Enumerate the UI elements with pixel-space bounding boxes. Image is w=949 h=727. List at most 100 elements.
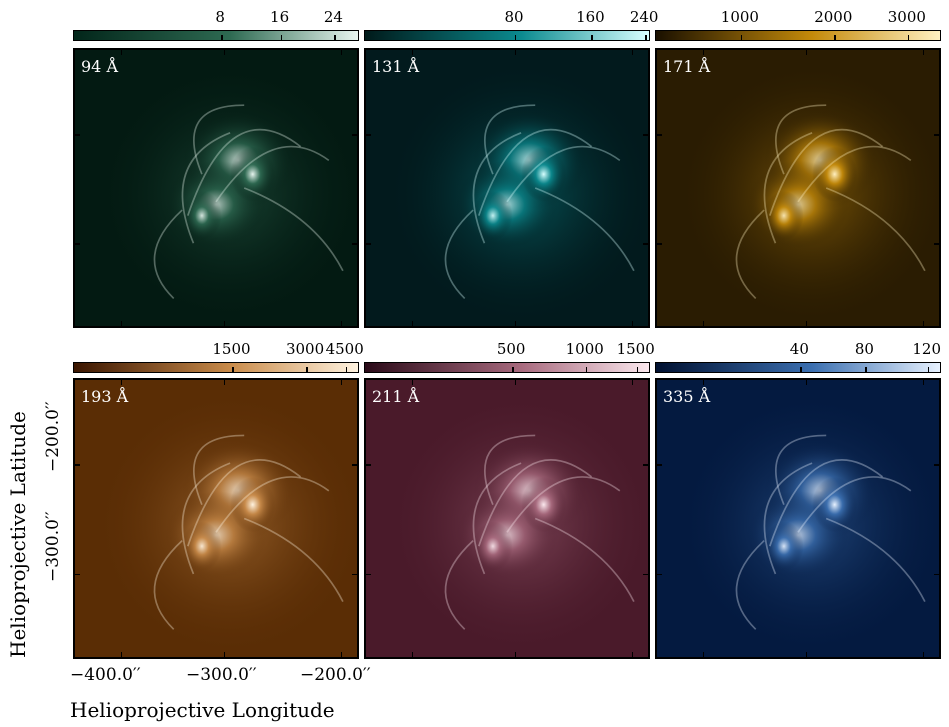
y-tick-label-1: −200.0′′: [43, 401, 63, 472]
axis-tick: [805, 380, 808, 385]
colorbar-tick: [221, 35, 223, 40]
axis-tick: [514, 321, 517, 326]
axis-tick: [702, 380, 705, 385]
axis-tick: [340, 380, 343, 385]
colorbar-tick: [800, 367, 802, 372]
colorbar-tick: [345, 367, 348, 372]
axis-tick: [352, 573, 357, 576]
colorbar-tick-label: 3000: [887, 8, 926, 26]
wavelength-label: 171 Å: [663, 57, 711, 76]
colorbar-tick: [306, 367, 308, 372]
solar-emission-image: [94, 391, 357, 657]
wavelength-label: 335 Å: [663, 387, 711, 406]
y-tick-label-2: −300.0′′: [43, 511, 63, 582]
colorbar-6: [655, 362, 941, 373]
axis-tick: [120, 50, 123, 55]
axis-tick: [702, 321, 705, 326]
colorbar-3: [655, 30, 941, 41]
axis-tick: [805, 50, 808, 55]
colorbar-tick-label: 4500: [325, 340, 364, 358]
colorbar-tick: [865, 367, 867, 372]
colorbar-tick: [645, 35, 647, 40]
wavelength-label: 131 Å: [372, 57, 420, 76]
colorbar-tick-label: 2000: [814, 8, 853, 26]
colorbar-tick-label: 40: [789, 340, 809, 358]
solar-emission-image: [94, 61, 357, 326]
colorbar-tick-label: 80: [504, 8, 524, 26]
axis-tick: [934, 134, 939, 136]
axis-tick: [657, 134, 662, 136]
colorbar-tick-label: 24: [323, 8, 343, 26]
solar-image-panel-3: 171 Å: [655, 48, 941, 328]
axis-tick: [340, 652, 343, 657]
axis-tick: [411, 652, 414, 657]
colorbar-tick-label: 500: [496, 340, 526, 358]
colorbar-tick-label: 240: [629, 8, 659, 26]
colorbar-tick: [334, 35, 336, 40]
axis-tick: [340, 50, 343, 55]
axis-tick: [514, 652, 517, 657]
axis-tick: [352, 464, 357, 466]
axis-tick: [922, 652, 925, 657]
wavelength-label: 94 Å: [81, 57, 118, 76]
axis-tick: [922, 380, 925, 385]
axis-tick: [514, 380, 517, 385]
colorbar-5: [364, 362, 650, 373]
axis-tick: [352, 134, 357, 136]
axis-tick: [643, 573, 648, 576]
axis-tick: [922, 321, 925, 326]
axis-tick: [631, 321, 634, 326]
colorbar-tick: [512, 367, 514, 372]
colorbar-tick-label: 8: [215, 8, 225, 26]
colorbar-1: [73, 30, 359, 41]
solar-image-panel-2: 131 Å: [364, 48, 650, 328]
colorbar-tick-label: 3000: [285, 340, 325, 358]
colorbar-tick: [514, 35, 517, 40]
axis-tick: [223, 652, 226, 657]
axis-tick: [411, 380, 414, 385]
axis-tick: [934, 464, 939, 466]
axis-tick: [75, 464, 80, 466]
solar-emission-image: [385, 391, 648, 657]
axis-tick: [120, 652, 123, 657]
axis-tick: [702, 50, 705, 55]
axis-tick: [514, 50, 517, 55]
solar-image-panel-1: 94 Å: [73, 48, 359, 328]
axis-tick: [223, 50, 226, 55]
axis-tick: [223, 380, 226, 385]
axis-tick: [366, 134, 371, 136]
axis-tick: [411, 321, 414, 326]
colorbar-tick-label: 1000: [565, 340, 604, 358]
axis-tick: [643, 243, 648, 245]
colorbar-tick: [740, 35, 743, 40]
colorbar-tick: [232, 367, 234, 372]
axis-tick: [366, 464, 371, 466]
colorbar-tick: [834, 35, 836, 40]
colorbar-tick: [927, 367, 930, 372]
solar-emission-image: [385, 61, 648, 326]
solar-image-panel-6: 335 Å: [655, 378, 941, 659]
colorbar-tick-label: 16: [270, 8, 290, 26]
solar-image-panel-5: 211 Å: [364, 378, 650, 659]
solar-image-panel-4: 193 Å: [73, 378, 359, 659]
axis-tick: [223, 321, 226, 326]
solar-emission-image: [676, 391, 939, 657]
x-tick-label-2: −300.0′′: [186, 665, 257, 685]
axis-tick: [934, 243, 939, 245]
axis-tick: [657, 573, 662, 576]
colorbar-2: [364, 30, 650, 41]
x-tick-label-1: −400.0′′: [70, 665, 141, 685]
axis-tick: [805, 321, 808, 326]
axis-tick: [75, 573, 80, 576]
axis-tick: [657, 464, 662, 466]
axis-tick: [631, 50, 634, 55]
axis-tick: [631, 652, 634, 657]
axis-tick: [805, 652, 808, 657]
axis-tick: [702, 652, 705, 657]
axis-tick: [643, 464, 648, 466]
x-tick-label-3: −200.0′′: [300, 665, 371, 685]
colorbar-tick: [591, 35, 593, 40]
axis-tick: [366, 243, 371, 245]
colorbar-tick-label: 80: [854, 340, 874, 358]
axis-tick: [631, 380, 634, 385]
